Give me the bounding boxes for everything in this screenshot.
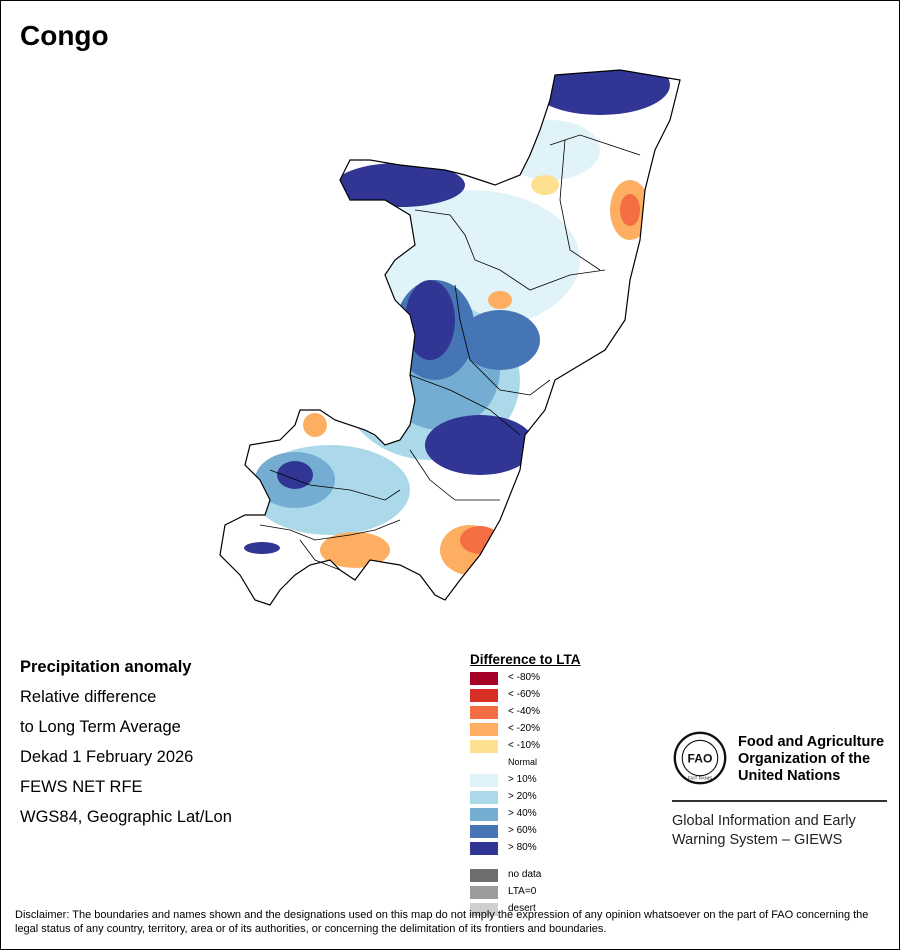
zone-west-dry [303,413,327,437]
disclaimer: Disclaimer: The boundaries and names sho… [15,909,869,935]
giews-line-1: Global Information and Early [672,813,856,829]
giews-name: Global Information and Early Warning Sys… [672,812,856,850]
boundary-1 [549,134,641,156]
legend-extra-row: desert [470,902,581,919]
zone-far-north-max [530,70,670,115]
legend-item-label: > 80% [508,842,537,853]
boundary-3 [414,209,606,291]
legend-item-row: < -20% [470,722,581,739]
legend-item-label: < -20% [508,723,540,734]
legend-item-row: > 40% [470,807,581,824]
legend-extra-swatch [470,869,498,882]
legend-item-swatch [470,706,498,719]
legend-item-label: > 20% [508,791,537,802]
legend-item-swatch [470,825,498,838]
legend-item-swatch [470,808,498,821]
legend-item-row: > 60% [470,824,581,841]
legend-item-row: Normal [470,756,581,773]
legend-extra-row: LTA=0 [470,885,581,902]
legend-extra-label: no data [508,869,542,880]
legend-item-row: < -40% [470,705,581,722]
legend-extra-swatch [470,903,498,916]
info-line-5: WGS84, Geographic Lat/Lon [20,808,232,826]
legend-item-swatch [470,689,498,702]
legend-extra-row: no data [470,868,581,885]
legend-item-label: > 60% [508,825,537,836]
legend-item-label: < -10% [508,740,540,751]
zone-south-central-dry [320,532,390,568]
info-heading: Precipitation anomaly [20,658,192,676]
fao-name-3: United Nations [738,768,841,784]
info-line-2: to Long Term Average [20,718,181,736]
legend-item-label: < -60% [508,689,540,700]
legend-item-label: < -40% [508,706,540,717]
legend-item-row: > 20% [470,790,581,807]
legend-item-swatch [470,791,498,804]
legend-item-row: > 80% [470,841,581,858]
info-line-4: FEWS NET RFE [20,778,143,796]
legend-item-label: Normal [508,757,538,767]
legend-item-row: < -80% [470,671,581,688]
boundary-4 [454,284,551,396]
zone-north-slight-dry [531,175,559,195]
zone-coast-max [244,542,280,554]
fao-divider [672,800,887,802]
legend-item-swatch [470,723,498,736]
legend-extra: no data LTA=0 desert [470,868,581,919]
legend-item-swatch [470,672,498,685]
svg-text:FAO: FAO [688,752,713,766]
legend-extra-label: desert [508,903,536,914]
legend-item-row: < -10% [470,739,581,756]
legend-extra-label: LTA=0 [508,886,537,897]
legend-item-row: > 10% [470,773,581,790]
legend-item-swatch [470,774,498,787]
legend-extra-swatch [470,886,498,899]
zone-east-central-strong [460,310,540,370]
svg-text:FIAT PANIS: FIAT PANIS [688,775,713,780]
boundary-6 [409,449,500,501]
boundary-5 [409,374,521,436]
legend-item-swatch [470,740,498,753]
legend-item-swatch [470,757,498,770]
boundary-8 [259,519,401,541]
fao-name-2: Organization of the [738,751,871,767]
zone-north-light [500,120,600,180]
congo-map [200,60,700,620]
legend-item-swatch [470,842,498,855]
boundary-2 [559,139,601,271]
zone-southwest-max [277,461,313,489]
legend-title: Difference to LTA [470,652,581,667]
zone-east-central-max [425,415,535,475]
legend-item-label: < -80% [508,672,540,683]
legend: Difference to LTA < -80% < -60% < -40% < -2… [470,652,581,919]
zone-northeast-drier [620,194,640,226]
info-line-1: Relative difference [20,688,157,706]
map-title: Congo [20,20,109,51]
info-line-3: Dekad 1 February 2026 [20,748,194,766]
map-info: Precipitation anomaly Relative differenc… [20,656,232,836]
zone-central-dry [488,291,512,309]
legend-item-row: < -60% [470,688,581,705]
fao-logo-icon: FAO FIAT PANIS [673,731,727,785]
fao-name: Food and Agriculture Organization of the… [738,734,884,785]
legend-item-label: > 10% [508,774,537,785]
legend-items: < -80% < -60% < -40% < -20% < -10% Normal > 10… [470,671,581,858]
boundary-7 [269,469,401,501]
giews-line-2: Warning System – GIEWS [672,832,843,848]
fao-name-1: Food and Agriculture [738,734,885,750]
zone-west-central-max [405,280,455,360]
legend-item-label: > 40% [508,808,537,819]
zone-northwest-max [335,163,465,207]
boundary-9 [299,539,341,571]
